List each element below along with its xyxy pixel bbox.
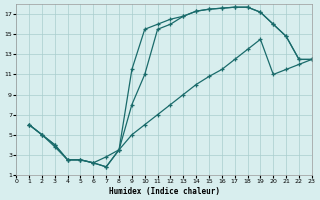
X-axis label: Humidex (Indice chaleur): Humidex (Indice chaleur) — [108, 187, 220, 196]
